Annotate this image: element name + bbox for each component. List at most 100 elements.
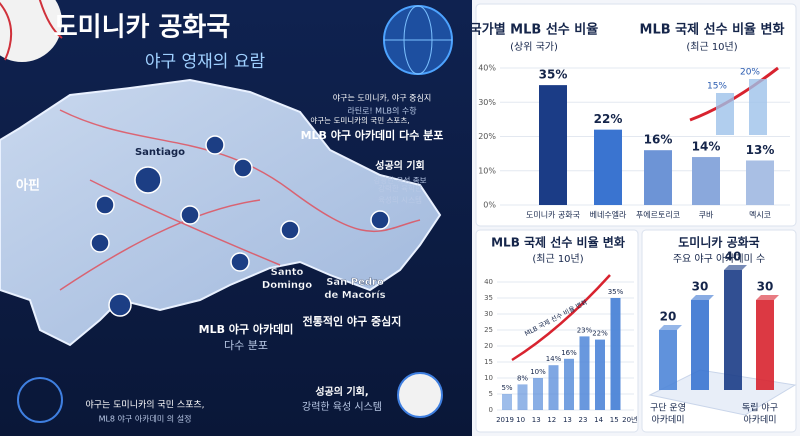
callout-text: 전통적인 야구 중심지: [303, 314, 402, 328]
y-tick-label: 30%: [478, 98, 496, 107]
value-label: 30: [757, 280, 774, 294]
y-tick-label: 0: [489, 406, 493, 414]
y-tick-label: 10: [484, 374, 493, 382]
pin-icon: [95, 195, 115, 215]
pin-icon: [180, 205, 200, 225]
x-tick-label: 12: [547, 416, 556, 424]
bar: [579, 336, 590, 410]
x-tick-label: 13: [563, 416, 572, 424]
callout-text: ML8 야구 아카데미 의 설정: [99, 414, 192, 424]
bar: [746, 160, 774, 205]
pin-icon: [230, 252, 250, 272]
value-label: 10%: [530, 368, 546, 376]
callout-text: 육성의 시스템: [378, 195, 422, 205]
bar: [724, 270, 742, 390]
x-tick-label: 13: [532, 416, 541, 424]
bar: [594, 129, 622, 205]
bar: [659, 330, 677, 390]
callout-text: 야구는 도미니카, 야구 중심지: [333, 93, 432, 103]
bar: [749, 79, 767, 135]
place-label: de Macorís: [324, 289, 385, 301]
pin-icon: [90, 233, 110, 253]
x-tick-label: 도미니카 공화국: [526, 210, 580, 220]
value-label: 16%: [644, 133, 673, 147]
place-label: Domingo: [262, 280, 312, 291]
callout-text: MLB 야구 아카데미: [199, 322, 294, 336]
x-tick-label: 쿠바: [699, 210, 714, 220]
value-label: 35%: [608, 288, 624, 296]
map-subtitle: 야구 영재의 요람: [145, 52, 266, 72]
category-label: 아카데미: [651, 415, 684, 426]
x-tick-label: 20년: [622, 415, 637, 424]
bar: [644, 150, 672, 205]
y-tick-label: 15: [484, 358, 493, 366]
chart-subtitle: (상위 국가): [510, 40, 558, 53]
place-label: Santo: [271, 267, 304, 278]
x-tick-label: 푸에르토리코: [636, 211, 680, 220]
baseball-icon: [397, 372, 443, 418]
x-tick-label: 10: [516, 416, 525, 424]
callout-text: 야구는 도미니카의 국민 스포츠,: [85, 400, 204, 411]
y-tick-label: 40%: [478, 64, 496, 73]
value-label: 20: [660, 310, 677, 324]
bar: [502, 394, 512, 410]
x-tick-label: 멕시코: [749, 210, 771, 220]
value-label: 40: [725, 250, 742, 264]
value-label: 22%: [592, 330, 608, 338]
bar: [691, 300, 709, 390]
y-tick-label: 0%: [483, 201, 496, 210]
category-label: 독립 야구: [742, 403, 778, 414]
place-label: Santiago: [135, 147, 185, 158]
callout-text: 다수 분포: [224, 339, 268, 352]
y-tick-label: 10%: [478, 166, 496, 175]
map-title: 도미니카 공화국: [54, 13, 231, 43]
bar: [548, 365, 559, 410]
callout-text: 강력한 육성 시스템: [302, 401, 382, 413]
callout-text: 라틴로! MLB의 수항: [347, 106, 417, 116]
pin-icon: [205, 135, 225, 155]
x-tick-label: 15: [610, 416, 619, 424]
bar: [716, 93, 734, 135]
bar-top: [659, 325, 682, 330]
ring-icon: [17, 377, 63, 423]
bar: [564, 358, 574, 410]
place-label: 아핀: [16, 178, 40, 194]
callout-text: 야구는 도미니카의 국민 스포츠,: [310, 115, 409, 125]
trend-arrow: [511, 274, 611, 362]
route-line: [59, 109, 421, 291]
x-tick-label: 23: [579, 416, 588, 424]
chart-title: MLB 국제 선수 비율 변화: [491, 235, 625, 250]
y-tick-label: 35: [484, 294, 493, 302]
value-label: 14%: [692, 140, 721, 154]
value-label: 30: [692, 280, 709, 294]
baseball-seam: [0, 0, 63, 61]
pin-icon: [233, 158, 253, 178]
value-label: 35%: [539, 68, 568, 82]
pin-icon: [108, 293, 132, 317]
bar-top: [691, 295, 714, 300]
bar: [517, 384, 528, 410]
value-label: 16%: [561, 349, 577, 357]
chart-title: 국가별 MLB 선수 비율: [470, 22, 598, 38]
y-tick-label: 20%: [478, 132, 496, 141]
category-label: 구단 운영: [650, 403, 686, 414]
callout-text: 성공의 기회: [375, 159, 424, 172]
island-map: [0, 78, 442, 347]
value-label: 8%: [517, 374, 528, 382]
value-label: 20%: [740, 68, 760, 78]
bar: [756, 300, 774, 390]
callout-text: MLB 야구 아카데미 다수 분포: [301, 128, 444, 142]
value-label: 22%: [594, 112, 623, 126]
chart-subtitle: (최근 10년): [686, 41, 737, 53]
y-tick-label: 40: [484, 278, 493, 286]
value-label: 14%: [546, 355, 562, 363]
value-label: 15%: [707, 82, 727, 92]
place-label: San Pedro: [326, 277, 384, 288]
chart-title: 도미니카 공화국: [678, 235, 759, 250]
value-label: 23%: [577, 326, 593, 334]
pin-icon: [280, 220, 300, 240]
callout-text: 강광한 육성 족보: [373, 175, 426, 185]
y-tick-label: 25: [484, 326, 493, 334]
